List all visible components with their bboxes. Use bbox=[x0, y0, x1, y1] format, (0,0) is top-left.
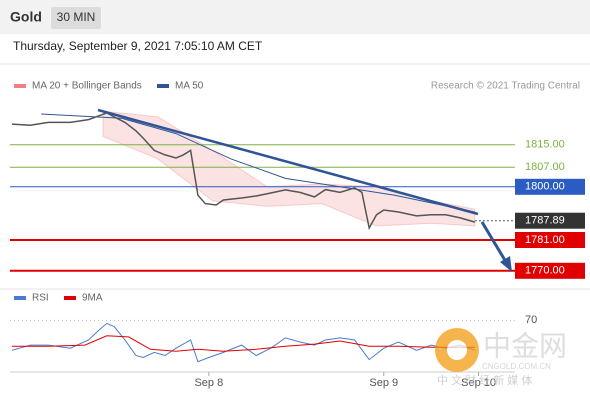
level-label: 1800.00 bbox=[525, 181, 565, 193]
level-label-box bbox=[515, 232, 585, 248]
rsi-line bbox=[12, 335, 475, 352]
x-tick-label: Sep 10 bbox=[461, 377, 496, 389]
legend-swatch bbox=[14, 296, 26, 300]
symbol: Gold bbox=[10, 9, 42, 25]
price-line bbox=[11, 112, 476, 231]
ma50-line bbox=[41, 113, 476, 213]
x-tick-label: Sep 9 bbox=[369, 377, 398, 389]
trend-line bbox=[97, 108, 479, 216]
interval[interactable]: 30 MIN bbox=[57, 10, 96, 24]
level-label-box bbox=[515, 178, 585, 195]
watermark-tagline: 中 文 财 经 新 媒 体 bbox=[437, 373, 532, 387]
legend-label: MA 50 bbox=[175, 81, 204, 92]
rsi-tick-label: 70 bbox=[525, 314, 537, 326]
interval-badge[interactable] bbox=[51, 7, 101, 29]
watermark-domain: CNGOLD.COM.CN bbox=[482, 362, 551, 371]
watermark: 中金网 CNGOLD.COM.CN 中 文 财 经 新 媒 体 bbox=[435, 328, 567, 387]
forecast-arrow bbox=[480, 221, 508, 263]
legend-swatch bbox=[157, 84, 169, 88]
arrow-head bbox=[500, 256, 512, 272]
watermark-logo-inner bbox=[447, 340, 467, 360]
legend-label: RSI bbox=[32, 293, 49, 304]
level-label: 1781.00 bbox=[525, 234, 565, 246]
last-price-box bbox=[515, 212, 585, 229]
credit: Research © 2021 Trading Central bbox=[431, 81, 580, 92]
last-price-label: 1787.89 bbox=[525, 215, 565, 227]
level-label-box bbox=[515, 262, 585, 279]
legend-label: MA 20 + Bollinger Bands bbox=[32, 81, 142, 92]
watermark-text: 中金网 bbox=[483, 330, 567, 361]
level-label: 1815.00 bbox=[525, 139, 565, 151]
x-tick-label: Sep 8 bbox=[194, 377, 223, 389]
legend-swatch bbox=[14, 84, 26, 88]
level-label: 1807.00 bbox=[525, 161, 565, 173]
datetime: Thursday, September 9, 2021 7:05:10 AM C… bbox=[13, 39, 263, 53]
plot-area: MA 20 + Bollinger Bands MA 50 RSI 9MA 1815.0… bbox=[10, 81, 585, 389]
level-label: 1770.00 bbox=[525, 265, 565, 277]
legend-swatch bbox=[64, 296, 76, 300]
legend-label: 9MA bbox=[82, 293, 103, 304]
